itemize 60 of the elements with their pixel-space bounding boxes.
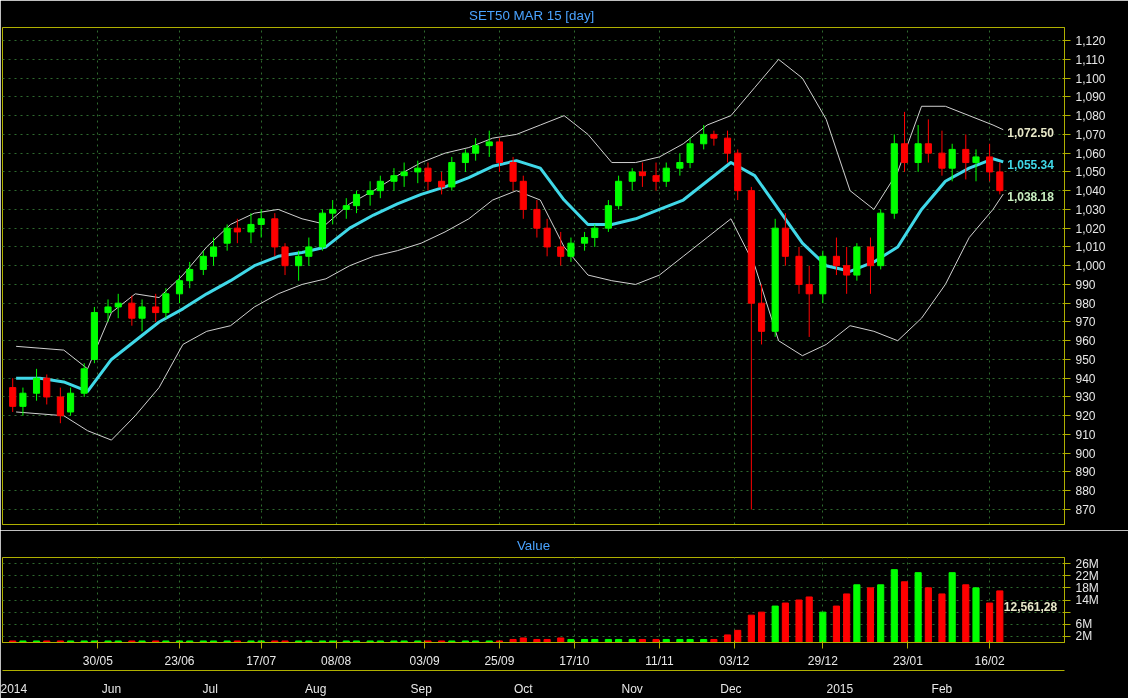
x-tick-label: 17/10 (559, 653, 590, 668)
y-tick-label: 26M (1075, 556, 1099, 571)
chart-title: Value (516, 537, 551, 553)
x-tick-label: 08/08 (321, 653, 352, 668)
y-tick-label: 890 (1075, 465, 1096, 480)
y-tick-label: 1,020 (1075, 221, 1106, 236)
y-tick-label: 990 (1075, 277, 1096, 292)
annotation: 1,055.34 (1007, 157, 1055, 172)
x-tick-label: 03/12 (719, 653, 750, 668)
x-tick-label: 23/01 (892, 653, 924, 668)
x2-tick-label: Dec (720, 681, 742, 696)
chart-title: SET50 MAR 15 [day] (469, 7, 595, 23)
y-tick-label: 14M (1075, 593, 1099, 607)
x-tick-label: 11/11 (645, 653, 674, 668)
x-tick-label: 16/02 (974, 653, 1005, 668)
y-tick-label: 880 (1075, 484, 1096, 499)
y-tick-label: 980 (1075, 296, 1096, 311)
x-tick-label: 29/12 (807, 653, 839, 668)
x2-tick-label: Feb (931, 681, 953, 696)
x2-tick-label: Sep (410, 681, 433, 696)
y-tick-label: 6M (1075, 617, 1093, 632)
y-tick-label: 900 (1075, 446, 1096, 461)
x-tick-label: 25/09 (484, 653, 515, 668)
x-tick-label: 03/09 (409, 653, 440, 668)
y-tick-label: 1,040 (1075, 184, 1106, 199)
y-tick-label: 1,080 (1075, 109, 1106, 124)
y-tick-label: 970 (1075, 315, 1096, 330)
x-tick-label: 17/07 (246, 653, 277, 668)
y-tick-label: 1,070 (1075, 127, 1106, 142)
annotation: 1,072.50 (1007, 125, 1055, 140)
x2-tick-label: 2015 (826, 681, 854, 696)
y-tick-label: 1,110 (1075, 52, 1105, 67)
y-tick-label: 1,060 (1075, 146, 1106, 161)
y-tick-label: 1,030 (1075, 202, 1106, 217)
x2-tick-label: Jun (101, 681, 122, 696)
x2-tick-label: 2014 (0, 681, 28, 696)
y-tick-label: 1,100 (1075, 71, 1106, 86)
y-tick-label: 2M (1075, 629, 1093, 644)
annotation: 12,561,28 (1003, 600, 1058, 615)
x2-tick-label: Jul (202, 681, 218, 696)
x2-tick-label: Aug (304, 681, 327, 696)
y-tick-label: 1,090 (1075, 90, 1106, 105)
y-tick-label: 18M (1075, 580, 1099, 595)
y-tick-label: 940 (1075, 371, 1096, 386)
y-tick-label: 22M (1075, 568, 1099, 583)
y-tick-label: 1,000 (1075, 259, 1106, 274)
y-tick-label: 1,010 (1075, 240, 1106, 255)
y-tick-label: 950 (1075, 352, 1096, 367)
y-tick-label: 870 (1075, 503, 1096, 517)
y-tick-label: 1,050 (1075, 165, 1106, 180)
x2-tick-label: Nov (621, 681, 643, 696)
y-tick-label: 930 (1075, 390, 1096, 405)
x-tick-label: 30/05 (82, 653, 114, 668)
y-tick-label: 1,120 (1075, 34, 1106, 49)
annotation: 1,038.18 (1007, 190, 1055, 205)
y-tick-label: 920 (1075, 409, 1096, 424)
x2-tick-label: Oct (513, 681, 534, 696)
y-tick-label: 960 (1075, 334, 1096, 349)
y-tick-label: 910 (1075, 427, 1096, 442)
x-tick-label: 23/06 (164, 653, 195, 668)
